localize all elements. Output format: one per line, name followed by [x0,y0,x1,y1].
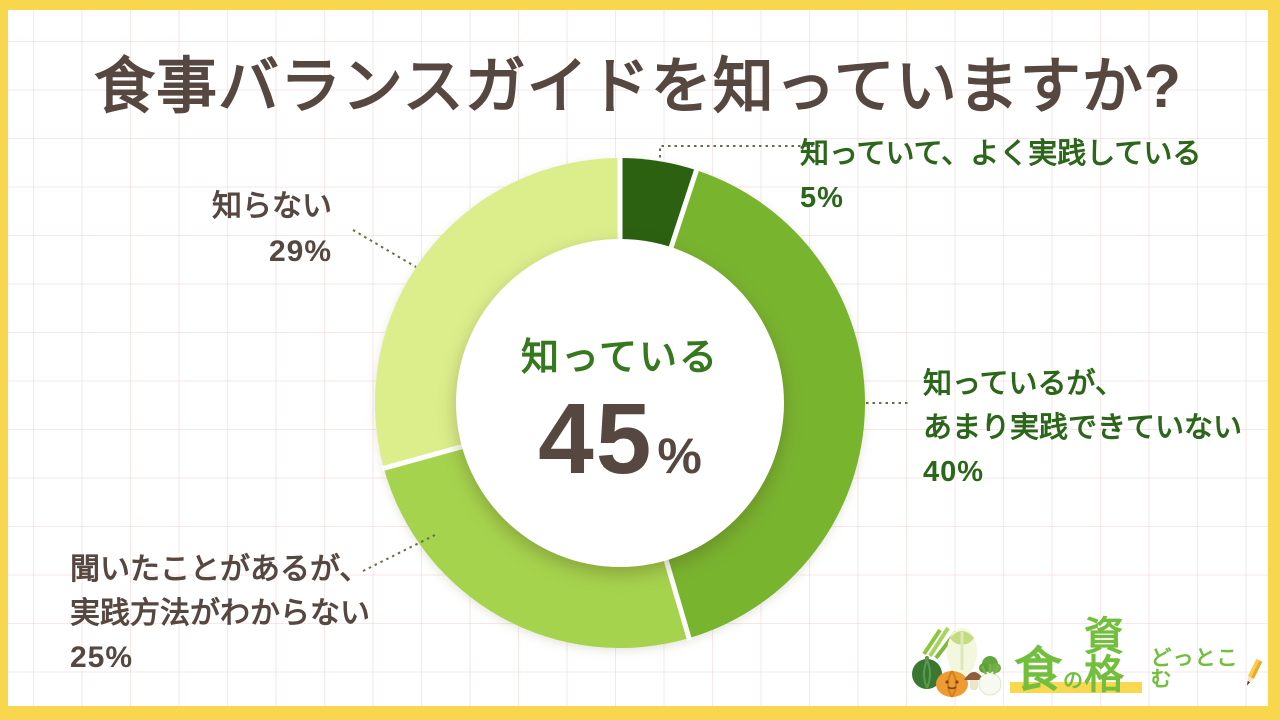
donut-center-label: 知っている [520,337,720,379]
label-well-practiced-text: 知っていて、よく実践している [800,138,1202,170]
donut-center: 知っている 45 % [470,326,770,489]
turnip-icon [978,664,1002,696]
label-not-practiced: 知っているが、 あまり実践できていない 40% [923,362,1242,494]
label-not-practiced-pct: 40% [923,456,985,488]
page-title: 食事バランスガイドを知っていますか? [94,52,1182,120]
orange-pumpkin-icon [936,670,968,698]
brand-main: 食 の 資格 [1010,615,1143,698]
pencil-icon [1246,658,1262,686]
brand-suffix: どっとこむ [1150,647,1239,691]
brand-char-no: の [1063,670,1084,692]
napa-cabbage-icon [947,628,977,676]
label-unknown-text: 知らない [212,190,332,223]
label-heard-unknown-line2: 実践方法がわからない [70,597,370,630]
donut-center-value-row: 45 % [470,389,770,489]
brand-text: 食 の 資格 どっとこむ [1010,615,1262,698]
canvas: 食事バランスガイドを知っていますか? 知っていて、よく実践している 5% 知って… [8,10,1268,706]
brand-highlight-bar [1010,682,1143,693]
donut-center-value: 45 [538,383,654,495]
leader-line-well-practiced [659,145,820,162]
brand-char-shoku: 食 [1014,644,1063,698]
leader-line-unknown [352,229,417,268]
kabocha-pumpkin-icon [912,656,942,689]
label-unknown-pct: 29% [268,235,332,268]
label-well-practiced: 知っていて、よく実践している 5% [800,132,1201,220]
brand-logo: 食 の 資格 どっとこむ [910,615,1262,704]
label-well-practiced-pct: 5% [800,182,844,214]
vegetables-illustration [912,626,1002,698]
label-not-practiced-line1: 知っているが、 [923,368,1124,400]
label-heard-unknown-pct: 25% [70,641,134,674]
label-unknown: 知らない 29% [212,184,332,274]
donut-chart [352,145,911,648]
donut-hole [456,239,784,567]
leader-line-heard-unknown [362,533,438,572]
donut-center-unit: % [657,428,702,484]
label-heard-unknown: 聞いたことがあるが、 実践方法がわからない 25% [70,548,370,680]
label-not-practiced-line2: あまり実践できていない [923,412,1243,444]
brand-chars-shikaku: 資格 [1084,615,1125,697]
label-heard-unknown-line1: 聞いたことがあるが、 [70,553,370,586]
mushroom-icon [964,672,984,690]
